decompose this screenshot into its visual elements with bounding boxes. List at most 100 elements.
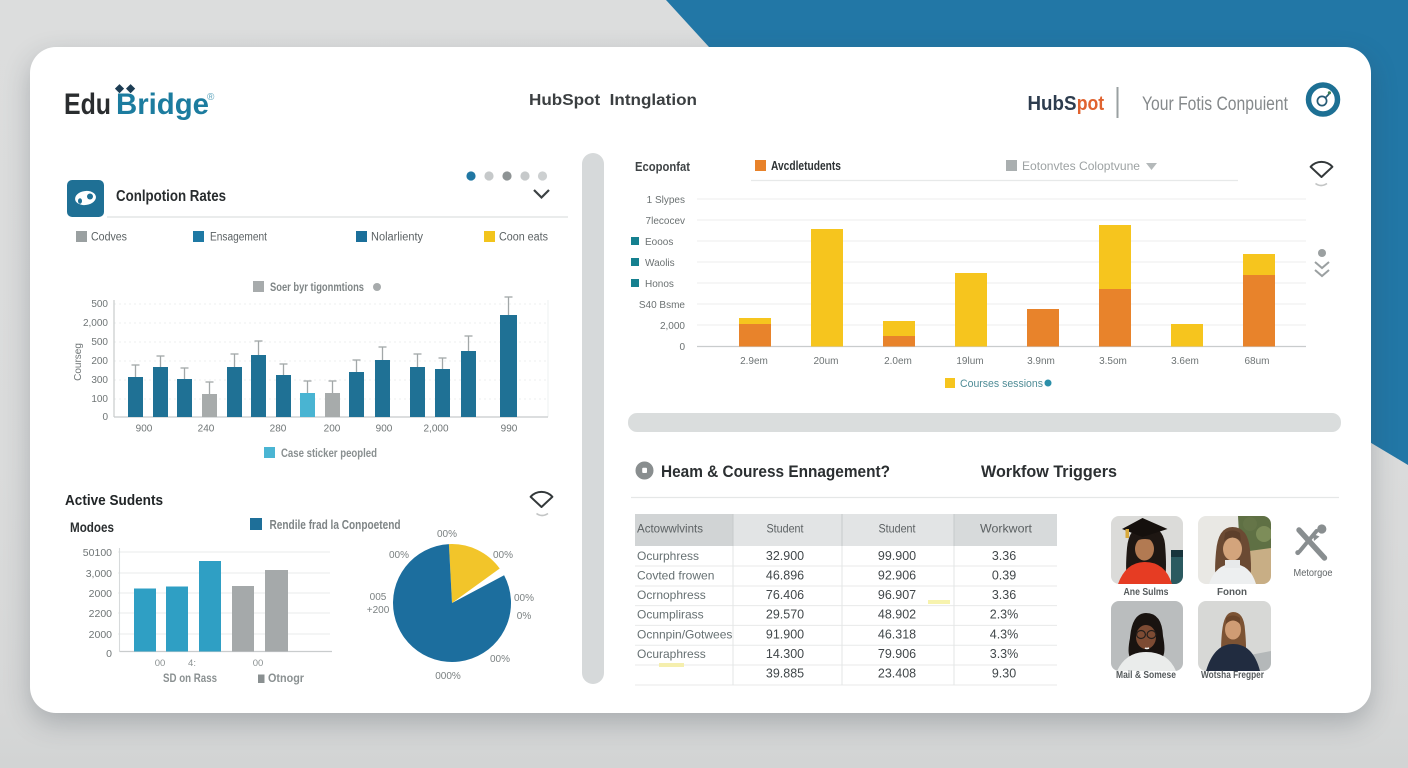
svg-text:79.906: 79.906 xyxy=(878,647,916,661)
svg-text:2000: 2000 xyxy=(89,588,113,600)
svg-text:00%: 00% xyxy=(389,550,409,561)
svg-text:Covted frowen: Covted frowen xyxy=(637,569,714,583)
svg-text:Ecoponfat: Ecoponfat xyxy=(635,160,691,174)
svg-text:200: 200 xyxy=(324,424,341,435)
svg-text:99.900: 99.900 xyxy=(878,549,916,563)
svg-text:200: 200 xyxy=(91,356,108,367)
svg-text:2.3%: 2.3% xyxy=(990,608,1019,622)
svg-text:50100: 50100 xyxy=(83,547,112,559)
svg-text:96.907: 96.907 xyxy=(878,588,916,602)
svg-text:68um: 68um xyxy=(1244,356,1269,367)
svg-text:HubSpot Intnglation: HubSpot Intnglation xyxy=(529,92,697,109)
svg-text:Actowwlvints: Actowwlvints xyxy=(637,522,703,536)
svg-text:46.896: 46.896 xyxy=(766,569,804,583)
svg-text:300: 300 xyxy=(91,375,108,386)
svg-text:HubS: HubS xyxy=(1028,92,1077,115)
svg-text:00%: 00% xyxy=(437,529,457,540)
svg-text:2,000: 2,000 xyxy=(83,318,108,329)
svg-text:Mail & Somese: Mail & Somese xyxy=(1116,670,1176,681)
svg-text:19lum: 19lum xyxy=(956,356,983,367)
svg-text:32.900: 32.900 xyxy=(766,549,804,563)
svg-text:500: 500 xyxy=(91,299,108,310)
svg-text:Conlpotion Rates: Conlpotion Rates xyxy=(116,188,226,205)
svg-text:Codves: Codves xyxy=(91,232,127,244)
svg-text:500: 500 xyxy=(91,337,108,348)
svg-text:Eotonvtes Coloptvune: Eotonvtes Coloptvune xyxy=(1022,159,1140,173)
svg-text:3.36: 3.36 xyxy=(992,588,1016,602)
svg-text:000%: 000% xyxy=(435,671,461,682)
svg-text:9.30: 9.30 xyxy=(992,667,1016,681)
svg-text:7lecocev: 7lecocev xyxy=(646,216,685,227)
svg-text:91.900: 91.900 xyxy=(766,628,804,642)
svg-text:3.5om: 3.5om xyxy=(1099,356,1127,367)
svg-text:23.408: 23.408 xyxy=(878,667,916,681)
svg-text:0: 0 xyxy=(106,648,112,660)
svg-text:4:: 4: xyxy=(188,658,196,669)
svg-text:Your Fotis Conpuient: Your Fotis Conpuient xyxy=(1142,94,1289,115)
svg-text:46.318: 46.318 xyxy=(878,628,916,642)
svg-text:Ocnnpin/Gotwees: Ocnnpin/Gotwees xyxy=(637,628,732,642)
svg-text:39.885: 39.885 xyxy=(766,667,804,681)
svg-text:005: 005 xyxy=(370,592,387,603)
svg-text:Avcdletudents: Avcdletudents xyxy=(771,159,841,173)
svg-text:3,000: 3,000 xyxy=(86,568,112,580)
svg-text:Rendile frad la Conpoetend: Rendile frad la Conpoetend xyxy=(270,518,401,532)
svg-text:00: 00 xyxy=(155,658,166,669)
svg-text:Fonon: Fonon xyxy=(1217,587,1247,598)
svg-text:Courses sessions: Courses sessions xyxy=(960,378,1043,390)
svg-text:+200: +200 xyxy=(367,605,390,616)
svg-text:S40 Bsme: S40 Bsme xyxy=(639,300,686,311)
svg-text:00: 00 xyxy=(253,658,264,669)
svg-text:3.3%: 3.3% xyxy=(990,647,1019,661)
svg-text:Metorgoe: Metorgoe xyxy=(1294,568,1333,579)
svg-text:0: 0 xyxy=(102,412,108,423)
svg-text:Soer byr tigonmtions: Soer byr tigonmtions xyxy=(270,280,364,294)
svg-text:3.6em: 3.6em xyxy=(1171,356,1199,367)
svg-text:14.300: 14.300 xyxy=(766,647,804,661)
svg-text:Edu: Edu xyxy=(64,88,111,121)
svg-text:Case sticker peopled: Case sticker peopled xyxy=(281,446,377,460)
svg-text:Honos: Honos xyxy=(645,279,674,290)
svg-text:Workfow Triggers: Workfow Triggers xyxy=(981,462,1117,481)
svg-text:4.3%: 4.3% xyxy=(990,628,1019,642)
svg-text:2,000: 2,000 xyxy=(660,321,685,332)
svg-text:®: ® xyxy=(207,92,215,103)
svg-text:00%: 00% xyxy=(493,550,513,561)
svg-text:Heam & Couress Ennagement?: Heam & Couress Ennagement? xyxy=(661,462,890,481)
svg-text:Ocumplirass: Ocumplirass xyxy=(637,608,704,622)
svg-text:3.9nm: 3.9nm xyxy=(1027,356,1055,367)
svg-text:00%: 00% xyxy=(514,593,534,604)
svg-text:3.36: 3.36 xyxy=(992,549,1016,563)
svg-text:SD on Rass: SD on Rass xyxy=(163,671,217,685)
svg-text:0%: 0% xyxy=(517,611,532,622)
svg-text:0: 0 xyxy=(679,342,685,353)
svg-text:Workwort: Workwort xyxy=(980,522,1033,536)
svg-text:Student: Student xyxy=(879,522,917,536)
svg-text:280: 280 xyxy=(270,424,287,435)
svg-text:92.906: 92.906 xyxy=(878,569,916,583)
svg-text:Wotsha Fregper: Wotsha Fregper xyxy=(1201,670,1264,681)
svg-text:2.9em: 2.9em xyxy=(740,356,768,367)
svg-text:Bridge: Bridge xyxy=(116,88,209,121)
svg-text:1 Slypes: 1 Slypes xyxy=(647,195,685,206)
svg-text:Otnogr: Otnogr xyxy=(268,671,304,685)
svg-text:900: 900 xyxy=(376,424,393,435)
svg-text:Modoes: Modoes xyxy=(70,520,114,535)
svg-text:2000: 2000 xyxy=(89,629,113,641)
svg-text:00%: 00% xyxy=(490,654,510,665)
svg-text:900: 900 xyxy=(136,424,153,435)
svg-text:20um: 20um xyxy=(813,356,838,367)
svg-text:990: 990 xyxy=(501,424,518,435)
svg-text:Eooos: Eooos xyxy=(645,237,673,248)
svg-text:2.0em: 2.0em xyxy=(884,356,912,367)
svg-text:Ane Sulms: Ane Sulms xyxy=(1124,587,1169,598)
svg-text:Coon eats: Coon eats xyxy=(499,232,548,244)
svg-text:pot: pot xyxy=(1077,92,1105,115)
svg-text:29.570: 29.570 xyxy=(766,608,804,622)
svg-text:0.39: 0.39 xyxy=(992,569,1016,583)
svg-text:Ocurphress: Ocurphress xyxy=(637,549,699,563)
svg-text:Active Sudents: Active Sudents xyxy=(65,493,163,509)
svg-text:2200: 2200 xyxy=(89,608,113,620)
svg-text:Nolarlienty: Nolarlienty xyxy=(371,232,423,244)
svg-text:Ensagement: Ensagement xyxy=(210,232,268,244)
